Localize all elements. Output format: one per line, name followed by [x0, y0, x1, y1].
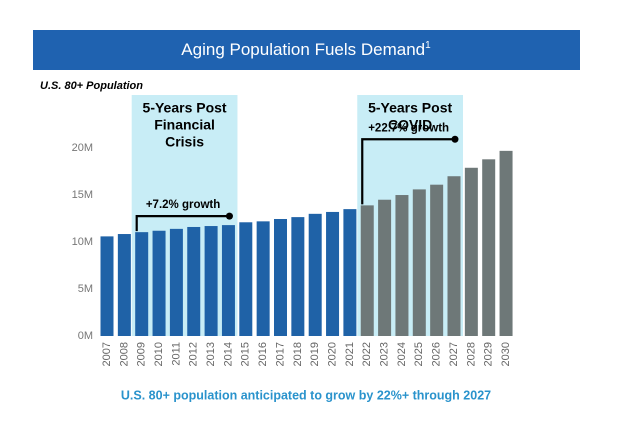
bar [204, 226, 218, 336]
bar [482, 159, 496, 336]
y-tick-label: 0M [78, 330, 93, 342]
x-tick-label: 2011 [170, 342, 182, 366]
bar [187, 226, 201, 336]
x-tick-label: 2022 [361, 342, 373, 366]
bracket-dot [225, 212, 233, 220]
bracket-dot [451, 135, 459, 143]
x-tick-label: 2027 [448, 342, 460, 366]
bar [378, 199, 392, 336]
bar [291, 217, 305, 336]
x-tick-label: 2013 [205, 342, 217, 366]
region-label: Financial [154, 117, 215, 133]
region-label: COVID [388, 117, 432, 133]
growth-label: +7.2% growth [146, 199, 220, 211]
bar [117, 234, 131, 336]
x-tick-label: 2008 [118, 342, 130, 366]
highlight-region [357, 95, 463, 336]
title-banner [33, 30, 580, 70]
x-tick-label: 2021 [344, 342, 356, 366]
x-tick-label: 2009 [136, 342, 148, 366]
bar [360, 205, 374, 336]
x-tick-label: 2028 [465, 342, 477, 366]
y-tick-label: 20M [72, 142, 93, 154]
bar [464, 167, 478, 336]
bar [308, 213, 322, 336]
y-tick-label: 5M [78, 283, 93, 295]
x-tick-label: 2016 [257, 342, 269, 366]
bar [326, 211, 340, 336]
bar [169, 228, 183, 336]
x-tick-label: 2023 [379, 342, 391, 366]
bar [152, 230, 166, 336]
x-tick-label: 2024 [396, 342, 408, 366]
growth-label: +22.7% growth [368, 122, 449, 134]
bar [395, 195, 409, 336]
x-tick-label: 2012 [188, 342, 200, 366]
growth-bracket [135, 215, 230, 232]
bar [135, 232, 149, 336]
region-label: 5-Years Post [143, 100, 227, 116]
title-superscript: 1 [425, 40, 431, 51]
growth-bracket [361, 138, 455, 205]
x-tick-label: 2030 [500, 342, 512, 366]
bar [447, 176, 461, 336]
bar [274, 218, 287, 336]
bar [343, 209, 357, 336]
x-tick-label: 2017 [274, 342, 286, 366]
title-text: Aging Population Fuels Demand [181, 40, 425, 59]
x-tick-label: 2010 [153, 342, 165, 366]
x-tick-label: 2029 [483, 342, 495, 366]
y-tick-label: 15M [72, 189, 93, 201]
footnote: U.S. 80+ population anticipated to grow … [121, 388, 491, 402]
region-label: 5-Years Post [368, 100, 452, 116]
bar [239, 222, 253, 336]
x-tick-label: 2019 [309, 342, 321, 366]
x-tick-label: 2014 [222, 342, 234, 366]
x-tick-label: 2018 [292, 342, 304, 366]
region-label: Crisis [165, 134, 204, 150]
bar [499, 150, 513, 336]
x-tick-label: 2015 [240, 342, 252, 366]
subtitle: U.S. 80+ Population [40, 80, 143, 92]
bar [430, 184, 444, 336]
x-tick-label: 2026 [431, 342, 443, 366]
y-tick-label: 10M [72, 236, 93, 248]
x-tick-label: 2020 [326, 342, 338, 366]
chart-title: Aging Population Fuels Demand1 [181, 40, 431, 60]
bar [256, 221, 270, 336]
x-tick-label: 2007 [101, 342, 113, 366]
bar [100, 236, 114, 336]
bar [412, 189, 426, 336]
x-tick-label: 2025 [413, 342, 425, 366]
bar [221, 225, 235, 336]
